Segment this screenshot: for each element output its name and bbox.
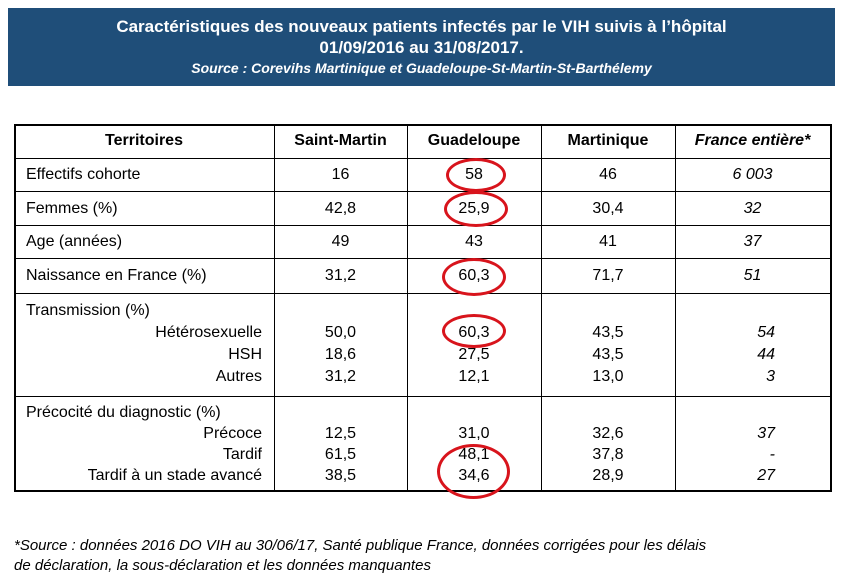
- footnote-line-1: *Source : données 2016 DO VIH au 30/06/1…: [14, 537, 707, 554]
- cell-value: 61,5: [324, 446, 357, 463]
- table-border-bottom: [14, 490, 832, 492]
- row-label-precoce: Précoce: [203, 425, 262, 442]
- cell-value: 50,0: [324, 324, 357, 341]
- cell-value: 16: [331, 166, 350, 183]
- title-line-1: Caractéristiques des nouveaux patients i…: [116, 17, 727, 36]
- cell-value: 27,5: [458, 346, 490, 363]
- cell-value: 28,9: [592, 467, 624, 484]
- row-divider: [14, 158, 832, 159]
- cell-value: 6 003: [732, 166, 773, 183]
- cell-value: 30,4: [592, 200, 624, 217]
- source-line: Source : Corevihs Martinique et Guadelou…: [191, 60, 652, 76]
- col-divider: [541, 124, 542, 492]
- group-title-precocite: Précocité du diagnostic (%): [26, 404, 221, 421]
- cell-value: 49: [331, 233, 350, 250]
- col-header-saint-martin: Saint-Martin: [294, 132, 387, 149]
- col-header-territoires: Territoires: [105, 132, 183, 149]
- cell-value: 51: [743, 267, 762, 284]
- highlight-circle: [442, 258, 506, 296]
- row-label-femmes: Femmes (%): [26, 200, 118, 217]
- hiv-characteristics-table: Territoires Saint-Martin Guadeloupe Mart…: [14, 124, 832, 492]
- cell-value: 37,8: [592, 446, 624, 463]
- title-banner: Caractéristiques des nouveaux patients i…: [8, 8, 835, 86]
- cell-value: 71,7: [592, 267, 624, 284]
- cell-value: 42,8: [324, 200, 357, 217]
- col-divider: [274, 124, 275, 492]
- cell-value: 37: [757, 425, 775, 442]
- table-border-top: [14, 124, 832, 126]
- row-label-tardif: Tardif: [222, 446, 262, 463]
- cell-value: 3: [766, 368, 775, 385]
- table-border-right: [830, 124, 832, 492]
- col-divider: [407, 124, 408, 492]
- cell-value: 27: [757, 467, 775, 484]
- cell-value: 32: [743, 200, 762, 217]
- footnote: *Source : données 2016 DO VIH au 30/06/1…: [14, 536, 844, 576]
- cell-value: 32,6: [592, 425, 624, 442]
- row-label-effectifs: Effectifs cohorte: [26, 166, 141, 183]
- col-header-guadeloupe: Guadeloupe: [427, 132, 521, 149]
- row-divider: [14, 293, 832, 294]
- cell-value: 37: [743, 233, 762, 250]
- row-divider: [14, 225, 832, 226]
- col-header-france: France entière*: [694, 132, 811, 149]
- cell-value: 31,0: [458, 425, 490, 442]
- cell-value: 46: [599, 166, 617, 183]
- cell-value: 41: [599, 233, 617, 250]
- highlight-circle: [444, 191, 508, 227]
- cell-value: 18,6: [324, 346, 357, 363]
- cell-value: 12,1: [458, 368, 490, 385]
- highlight-circle: [442, 314, 506, 348]
- cell-value: 43,5: [592, 346, 624, 363]
- row-label-tardif-avance: Tardif à un stade avancé: [87, 467, 262, 484]
- row-divider: [14, 258, 832, 259]
- cell-value: -: [769, 446, 775, 463]
- cell-value: 54: [757, 324, 775, 341]
- cell-value: 13,0: [592, 368, 624, 385]
- cell-value: 43: [465, 233, 483, 250]
- row-divider: [14, 191, 832, 192]
- cell-value: 44: [757, 346, 775, 363]
- cell-value: 31,2: [324, 368, 357, 385]
- table-border-left: [14, 124, 16, 492]
- col-header-martinique: Martinique: [567, 132, 649, 149]
- cell-value: 38,5: [324, 467, 357, 484]
- highlight-circle: [437, 444, 510, 499]
- cell-value: 43,5: [592, 324, 624, 341]
- col-divider: [675, 124, 676, 492]
- row-label-autres: Autres: [215, 368, 262, 385]
- cell-value: 12,5: [324, 425, 357, 442]
- row-label-hsh: HSH: [228, 346, 262, 363]
- title-line-2: 01/09/2016 au 31/08/2017.: [319, 38, 524, 57]
- row-label-naissance: Naissance en France (%): [26, 267, 207, 284]
- group-title-transmission: Transmission (%): [26, 302, 150, 319]
- row-label-age: Age (années): [26, 233, 123, 250]
- row-label-heterosexuelle: Hétérosexuelle: [155, 324, 262, 341]
- footnote-line-2: de déclaration, la sous-déclaration et l…: [14, 557, 431, 574]
- highlight-circle: [446, 158, 506, 192]
- row-divider: [14, 396, 832, 397]
- cell-value: 31,2: [324, 267, 357, 284]
